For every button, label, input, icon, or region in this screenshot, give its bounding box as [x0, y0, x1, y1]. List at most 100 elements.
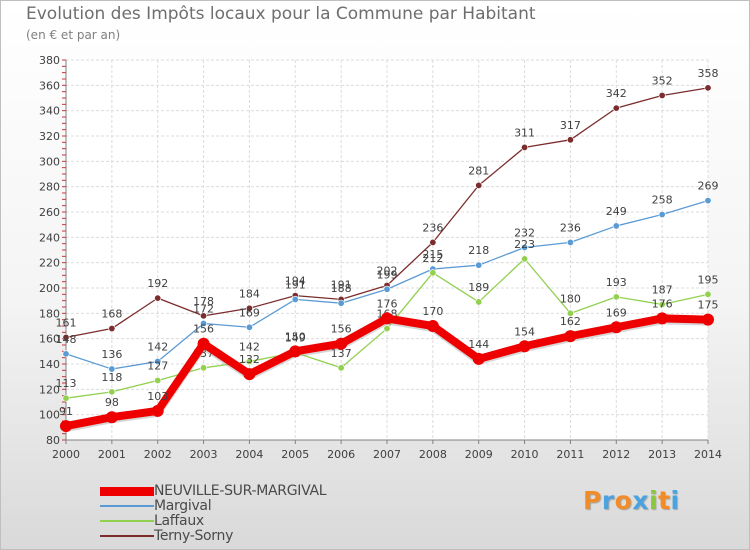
data-point	[658, 300, 666, 308]
data-point	[62, 350, 70, 358]
data-point	[656, 312, 669, 325]
data-point	[200, 364, 208, 372]
data-point	[108, 365, 116, 373]
data-label: 162	[560, 315, 581, 328]
y-tick-label: 200	[39, 282, 60, 295]
data-point	[472, 352, 485, 365]
data-label: 168	[101, 308, 122, 321]
data-point	[200, 319, 208, 327]
legend-label: Margival	[154, 498, 212, 514]
x-tick-label: 2007	[373, 448, 401, 461]
data-label: 127	[147, 359, 168, 372]
y-tick-label: 140	[39, 358, 60, 371]
data-label: 169	[239, 306, 260, 319]
data-point	[62, 333, 70, 341]
data-label: 175	[698, 299, 719, 312]
data-label: 98	[105, 396, 119, 409]
data-label: 191	[331, 278, 352, 291]
data-label: 189	[468, 281, 489, 294]
data-point	[291, 295, 299, 303]
data-point	[151, 404, 164, 417]
legend-label: Terny-Sorny	[154, 528, 234, 544]
data-point	[475, 298, 483, 306]
data-label: 118	[101, 371, 122, 384]
data-label: 281	[468, 164, 489, 177]
proxiti-logo: Proxiti	[583, 486, 680, 515]
data-point	[564, 330, 577, 343]
y-tick-label: 260	[39, 206, 60, 219]
data-label: 342	[606, 87, 627, 100]
data-label: 142	[239, 340, 260, 353]
data-point	[658, 91, 666, 99]
logo-letter: x	[632, 486, 649, 515]
data-label: 170	[422, 305, 443, 318]
data-label: 188	[331, 282, 352, 295]
data-point	[518, 340, 531, 353]
data-point	[475, 181, 483, 189]
y-tick-label: 100	[39, 409, 60, 422]
data-point	[245, 304, 253, 312]
data-label: 149	[285, 332, 306, 345]
y-tick-label: 220	[39, 257, 60, 270]
logo-letter: r	[601, 486, 615, 515]
x-tick-label: 2014	[694, 448, 722, 461]
data-label: 132	[239, 353, 260, 366]
data-point	[154, 376, 162, 384]
data-label: 187	[652, 283, 673, 296]
data-point	[108, 325, 116, 333]
data-label: 193	[606, 276, 627, 289]
data-point	[383, 285, 391, 293]
data-label: 137	[331, 347, 352, 360]
data-point	[704, 197, 712, 205]
x-tick-label: 2011	[556, 448, 584, 461]
data-label: 113	[56, 377, 77, 390]
data-label: 269	[698, 180, 719, 193]
data-label: 156	[193, 323, 214, 336]
data-label: 223	[514, 238, 535, 251]
data-label: 194	[285, 275, 306, 288]
x-tick-label: 2010	[511, 448, 539, 461]
series-neuville-sur-margival: 91 98 103 156 132 150 156 176 170 144 154 162 169 176…	[59, 297, 719, 433]
data-label: 161	[56, 316, 77, 329]
data-label: 176	[652, 297, 673, 310]
data-point	[335, 337, 348, 350]
data-label: 352	[652, 74, 673, 87]
data-label: 218	[468, 244, 489, 257]
data-point	[60, 420, 72, 433]
data-label: 202	[377, 264, 398, 277]
data-label: 184	[239, 287, 260, 300]
x-tick-label: 2004	[235, 448, 263, 461]
data-point	[429, 238, 437, 246]
data-point	[243, 368, 256, 381]
data-point	[475, 261, 483, 269]
data-label: 249	[606, 205, 627, 218]
data-point	[702, 313, 714, 326]
y-tick-label: 120	[39, 383, 60, 396]
x-tick-label: 2001	[98, 448, 126, 461]
y-tick-label: 280	[39, 181, 60, 194]
data-point	[289, 345, 302, 358]
data-point	[197, 337, 210, 350]
data-point	[704, 84, 712, 92]
legend-swatch	[100, 535, 154, 537]
x-tick-label: 2009	[465, 448, 493, 461]
chart-subtitle: (en € et par an)	[26, 28, 121, 42]
y-tick-label: 80	[46, 434, 60, 447]
data-label: 169	[606, 306, 627, 319]
x-tick-label: 2013	[648, 448, 676, 461]
data-point	[521, 243, 529, 251]
data-point	[612, 104, 620, 112]
data-label: 156	[331, 323, 352, 336]
legend-label: NEUVILLE-SUR-MARGIVAL	[154, 483, 327, 499]
data-point	[154, 357, 162, 365]
data-label: 144	[468, 338, 489, 351]
data-label: 258	[652, 194, 673, 207]
data-point	[337, 364, 345, 372]
data-point	[108, 388, 116, 396]
data-point	[381, 312, 393, 325]
data-point	[337, 299, 345, 307]
data-label: 236	[422, 221, 443, 234]
data-label: 142	[147, 340, 168, 353]
data-label: 195	[698, 273, 719, 286]
